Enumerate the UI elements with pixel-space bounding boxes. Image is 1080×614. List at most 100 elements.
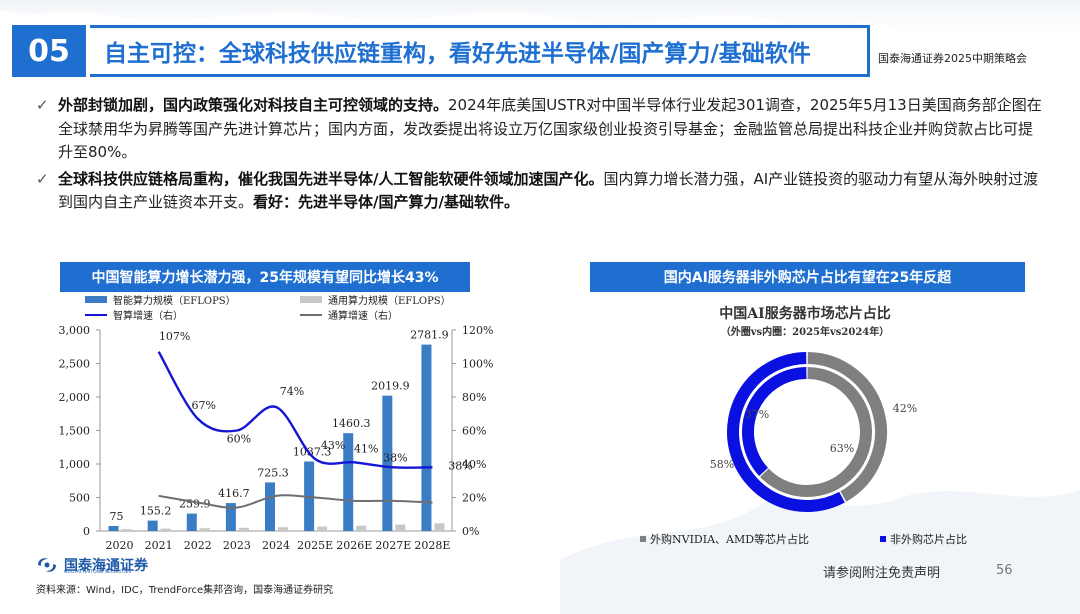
- slice-label: 63%: [830, 442, 854, 455]
- legend-item-purchased: 外购NVIDIA、AMD等芯片占比: [640, 531, 809, 547]
- key-point-1: ✓ 外部封锁加剧，国内政策强化对科技自主可控领域的支持。2024年底美国USTR…: [36, 94, 1046, 165]
- checkmark-icon: ✓: [36, 169, 49, 188]
- y2-tick-label: 0%: [462, 525, 479, 538]
- legend-label: 通算增速（右）: [328, 309, 398, 322]
- growth-data-label: 74%: [280, 385, 304, 398]
- slice-label: 42%: [893, 402, 917, 415]
- inner-ring-slice: [742, 367, 807, 477]
- key-points: ✓ 外部封锁加剧，国内政策强化对科技自主可控领域的支持。2024年底美国USTR…: [36, 94, 1046, 218]
- growth-data-label: 41%: [354, 442, 378, 455]
- bar-intelligent-compute: [186, 513, 197, 531]
- line-intelligent-growth: [157, 351, 433, 469]
- key-point-1-bold: 外部封锁加剧，国内政策强化对科技自主可控领域的支持。: [58, 96, 449, 114]
- y2-tick-label: 40%: [462, 458, 486, 471]
- logo-text: 国泰海通证券: [64, 558, 148, 574]
- bar-general-compute: [317, 526, 328, 531]
- bar-general-compute: [434, 523, 445, 531]
- x-tick-label: 2027E: [375, 539, 411, 552]
- x-tick-label: 2026E: [336, 539, 372, 552]
- checkmark-icon: ✓: [36, 96, 49, 114]
- y2-tick-label: 120%: [462, 324, 493, 337]
- section-number: 05: [12, 25, 86, 77]
- legend-item-domestic: 非外购芯片占比: [880, 531, 967, 547]
- logo-english: GUOTAI HAITONG SECURITIES: [64, 570, 132, 575]
- data-source: 资料来源：Wind，IDC，TrendForce集邦咨询，国泰海通证券研究: [36, 585, 334, 596]
- growth-data-label: 38%: [383, 451, 407, 464]
- key-point-2-text: 全球科技供应链格局重构，催化我国先进半导体/人工智能软硬件领域加速国产化。国内算…: [58, 168, 1046, 215]
- disclaimer-link[interactable]: 请参阅附注免责声明: [823, 566, 941, 581]
- slide-header: 05 自主可控：全球科技供应链重构，看好先进半导体/国产算力/基础软件 国泰海通…: [0, 22, 1080, 84]
- bar-intelligent-compute: [225, 503, 236, 531]
- x-tick-label: 2021: [145, 539, 173, 552]
- bar-intelligent-compute: [265, 482, 275, 531]
- key-point-1-text: 外部封锁加剧，国内政策强化对科技自主可控领域的支持。2024年底美国USTR对中…: [58, 94, 1046, 165]
- page-number: 56: [996, 563, 1013, 578]
- legend-swatch: [880, 536, 886, 542]
- right-chart-banner: 国内AI服务器非外购芯片占比有望在25年反超: [590, 262, 1025, 292]
- y-tick-label: 2,500: [59, 358, 91, 371]
- bar-general-compute: [278, 527, 288, 531]
- y-tick-label: 0: [83, 525, 90, 538]
- bar-intelligent-compute: [421, 344, 432, 531]
- left-chart-banner: 中国智能算力增长潜力强，25年规模有望同比增长43%: [60, 262, 470, 292]
- growth-data-label: 67%: [192, 399, 216, 412]
- bar-general-compute: [395, 524, 406, 531]
- legend-label: 智算增速（右）: [113, 309, 183, 322]
- growth-data-label: 60%: [227, 433, 251, 446]
- legend-label: 通用算力规模（EFLOPS）: [328, 294, 451, 307]
- bar-intelligent-compute: [147, 520, 158, 531]
- y-tick-label: 1,500: [59, 425, 91, 438]
- legend-swatch: [85, 296, 107, 303]
- growth-data-label: 107%: [159, 330, 190, 343]
- logo-icon: [38, 558, 56, 572]
- donut-title: 中国AI服务器市场芯片占比: [719, 306, 891, 322]
- y2-tick-label: 20%: [462, 492, 486, 505]
- x-tick-label: 2023: [223, 539, 251, 552]
- bar-data-label: 2781.9: [410, 329, 449, 342]
- line-general-growth: [158, 494, 433, 509]
- slide-title-text: 自主可控：全球科技供应链重构，看好先进半导体/国产算力/基础软件: [104, 41, 811, 67]
- x-tick-label: 2020: [106, 539, 134, 552]
- key-point-1-body: 2024年底美国USTR对中国半导体行业发起301调查，2025年5月13日美国…: [58, 96, 1042, 161]
- company-logo: 国泰海通证券 GUOTAI HAITONG SECURITIES: [36, 555, 148, 575]
- y-tick-label: 1,000: [59, 458, 91, 471]
- bar-data-label: 416.7: [218, 487, 250, 500]
- bar-data-label: 2019.9: [371, 380, 410, 393]
- bar-data-label: 1037.3: [293, 446, 332, 459]
- growth-data-label: 43%: [321, 439, 345, 452]
- y2-tick-label: 60%: [462, 425, 486, 438]
- x-tick-label: 2022: [184, 539, 212, 552]
- key-point-2: ✓ 全球科技供应链格局重构，催化我国先进半导体/人工智能软硬件领域加速国产化。国…: [36, 168, 1046, 215]
- bar-general-compute: [356, 525, 367, 531]
- y-tick-label: 3,000: [59, 324, 91, 337]
- y2-tick-label: 100%: [462, 358, 493, 371]
- bar-general-compute: [160, 528, 171, 531]
- meeting-name: 国泰海通证券2025中期策略会: [878, 52, 1027, 65]
- key-point-2-conclusion: 看好：先进半导体/国产算力/基础软件。: [253, 193, 519, 211]
- x-tick-label: 2028E: [414, 539, 450, 552]
- key-point-2-body: 国内算力增长潜力强，AI产业链投资的驱动力有望从海外映射过渡到国内自主产业链资本…: [58, 169, 1039, 212]
- legend-swatch: [640, 536, 646, 542]
- slice-label: 37%: [745, 408, 769, 421]
- bar-general-compute: [238, 527, 249, 531]
- bar-general-compute: [121, 529, 132, 531]
- outer-ring-slice: [727, 352, 845, 512]
- bar-data-label: 1460.3: [332, 417, 371, 430]
- donut-subtitle: （外圈vs内圈：2025年vs2024年）: [720, 327, 890, 338]
- bar-data-label: 725.3: [257, 466, 289, 479]
- legend-swatch: [300, 296, 322, 303]
- slide-title: 自主可控：全球科技供应链重构，看好先进半导体/国产算力/基础软件: [90, 25, 870, 77]
- legend-label: 外购NVIDIA、AMD等芯片占比: [650, 533, 810, 546]
- legend-label: 非外购芯片占比: [890, 533, 967, 546]
- key-point-2-bold: 全球科技供应链格局重构，催化我国先进半导体/人工智能软硬件领域加速国产化。: [58, 169, 604, 188]
- bar-intelligent-compute: [343, 433, 354, 531]
- y-tick-label: 2,000: [59, 391, 91, 404]
- legend-label: 智能算力规模（EFLOPS）: [113, 294, 236, 307]
- bar-data-label: 155.2: [140, 505, 172, 518]
- inner-ring-slice: [760, 367, 872, 497]
- x-tick-label: 2025E: [297, 539, 333, 552]
- x-tick-label: 2024: [262, 539, 290, 552]
